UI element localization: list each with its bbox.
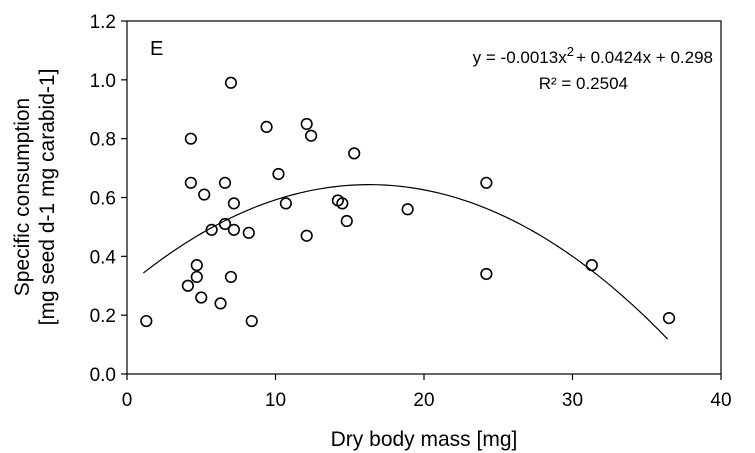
y-tick-label: 0.4: [90, 247, 117, 268]
data-point: [662, 312, 676, 325]
data-point: [336, 197, 349, 210]
data-point: [242, 226, 255, 239]
data-point: [585, 259, 598, 272]
data-point: [272, 167, 285, 181]
equation-prefix: y = -0.0013x: [473, 48, 568, 67]
x-tick-label: 10: [265, 390, 286, 411]
y-axis-ticks: 0.0 0.2 0.4 0.6 0.8 1.0 1.2: [90, 12, 127, 386]
y-tick-label: 0.0: [90, 365, 116, 386]
data-point: [214, 297, 227, 310]
data-point: [224, 76, 238, 89]
y-tick-label: 1.2: [90, 12, 116, 33]
data-point: [480, 267, 493, 281]
data-point: [184, 132, 197, 145]
data-point: [140, 314, 153, 328]
equation-suffix: + 0.0424x + 0.298: [576, 48, 713, 67]
data-point: [184, 176, 197, 189]
x-tick-label: 40: [710, 390, 731, 411]
x-axis-label: Dry body mass [mg]: [331, 428, 518, 451]
x-tick-label: 30: [562, 390, 583, 411]
data-point: [198, 188, 211, 201]
data-point: [195, 291, 208, 304]
x-tick-label: 0: [122, 390, 133, 411]
data-point: [300, 117, 313, 131]
trendline: [142, 184, 668, 340]
data-point: [245, 314, 258, 328]
data-point: [300, 229, 313, 242]
data-point: [401, 203, 414, 216]
y-axis-label-line-1: Specific consumption: [11, 98, 34, 296]
y-tick-label: 0.8: [90, 130, 116, 151]
data-points: [140, 76, 676, 328]
data-point: [218, 217, 232, 231]
y-axis-label-line-2: [mg seed d-1 mg carabid-1]: [36, 69, 59, 326]
data-point: [348, 147, 361, 160]
x-axis-ticks: 0 10 20 30 40: [122, 374, 732, 411]
data-point: [305, 129, 318, 142]
data-point: [218, 176, 232, 189]
panel-label: E: [150, 38, 163, 60]
plot-area: 0 10 20 30 40 0.0 0.2 0.4 0.6 0.8 1.0 1.2: [90, 12, 732, 411]
data-point: [340, 214, 353, 228]
data-point: [190, 270, 203, 284]
data-point: [279, 197, 292, 210]
data-point: [227, 223, 241, 236]
data-point: [260, 120, 273, 133]
data-point: [205, 223, 218, 236]
data-point: [190, 259, 203, 272]
data-point: [227, 197, 241, 210]
r-squared-label: R² = 0.2504: [539, 74, 628, 93]
equation-exponent: 2: [567, 44, 574, 59]
plot-frame: [126, 20, 722, 375]
data-point: [181, 279, 194, 292]
y-tick-label: 0.2: [90, 306, 116, 327]
x-tick-label: 20: [413, 390, 434, 411]
trendline-equation: y = -0.0013x2 + 0.0424x + 0.298: [473, 44, 713, 67]
y-tick-label: 0.6: [90, 189, 116, 210]
data-point: [480, 176, 493, 189]
y-tick-label: 1.0: [90, 71, 116, 92]
data-point: [224, 270, 238, 284]
